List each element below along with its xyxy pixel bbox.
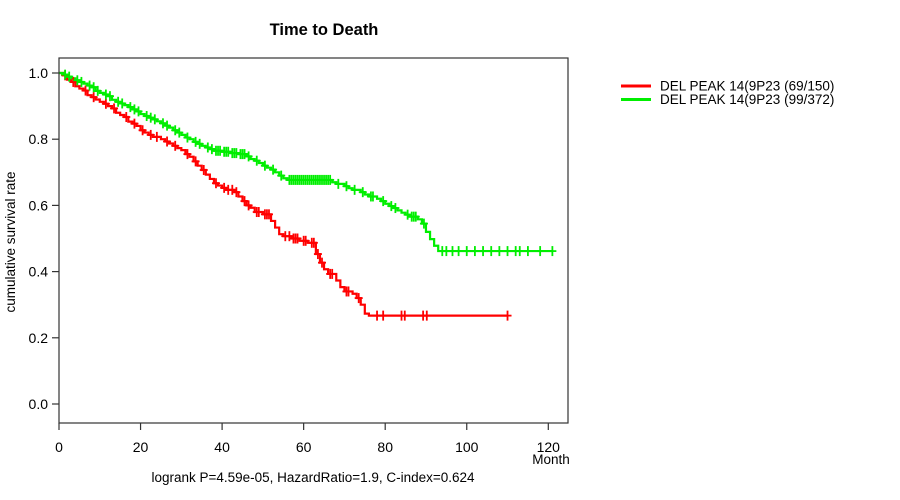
- x-axis-tick-label: 60: [296, 439, 312, 455]
- censor-marks-2: [61, 69, 557, 257]
- x-axis-tick-label: 100: [455, 439, 479, 455]
- legend-item-label: DEL PEAK 14(9P23 (99/372): [660, 92, 834, 107]
- x-axis-tick-label: 20: [133, 439, 149, 455]
- x-axis-unit-label: Month: [532, 452, 570, 467]
- x-axis-tick-label: 40: [214, 439, 230, 455]
- y-axis-tick-label: 0.6: [29, 197, 49, 213]
- legend-item-label: DEL PEAK 14(9P23 (69/150): [660, 79, 834, 94]
- y-axis-label: cumulative survival rate: [3, 171, 18, 312]
- legend-item-2: DEL PEAK 14(9P23 (99/372): [621, 92, 834, 107]
- stats-annotation: logrank P=4.59e-05, HazardRatio=1.9, C-i…: [151, 470, 475, 485]
- chart-title: Time to Death: [270, 21, 379, 39]
- y-axis-tick-label: 0.4: [29, 264, 49, 280]
- plot-frame: [58, 57, 569, 424]
- y-axis-tick-label: 0.8: [29, 131, 49, 147]
- axes: 0 20 40 60 80 100 120 0.0 0.2 0.4 0.6 0.8 1.0: [29, 65, 561, 455]
- y-axis-tick-label: 0.2: [29, 330, 49, 346]
- censor-marks: [61, 69, 557, 321]
- legend: DEL PEAK 14(9P23 (69/150)DEL PEAK 14(9P2…: [621, 79, 834, 107]
- x-axis-tick-label: 120: [537, 439, 561, 455]
- x-axis-tick-label: 0: [55, 439, 63, 455]
- legend-item-1: DEL PEAK 14(9P23 (69/150): [621, 79, 834, 94]
- y-axis-tick-label: 0.0: [29, 396, 49, 412]
- x-axis-tick-label: 80: [377, 439, 393, 455]
- y-axis-tick-label: 1.0: [29, 65, 49, 81]
